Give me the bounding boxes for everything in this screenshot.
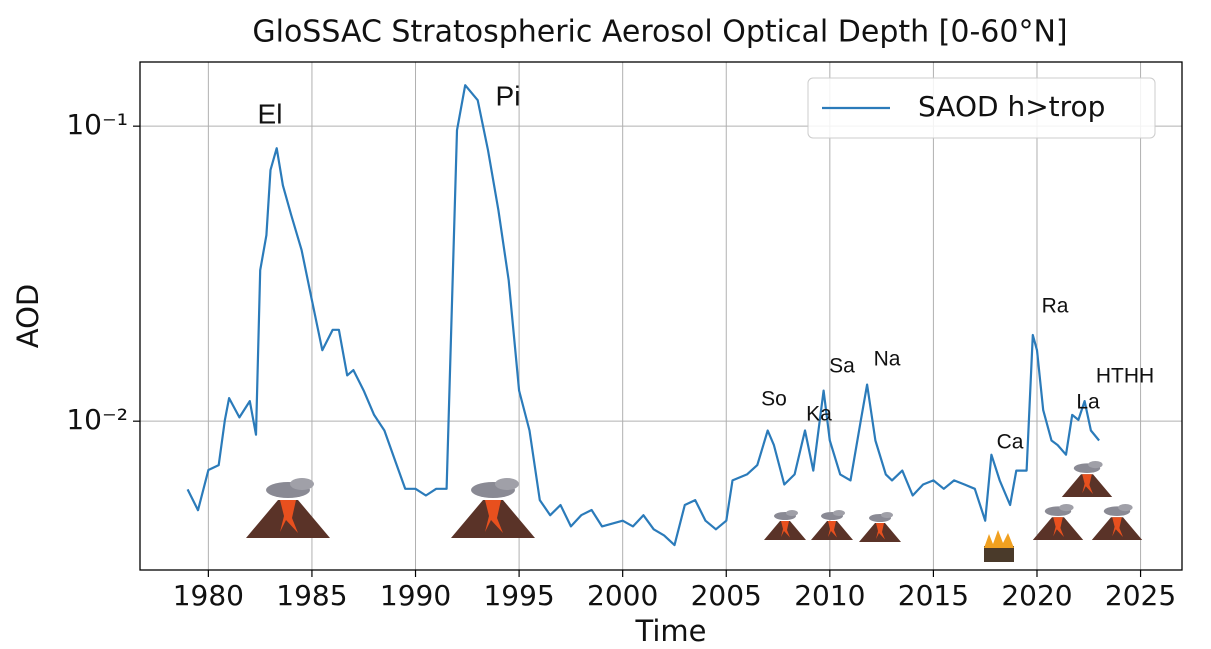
x-tick-label: 2005 bbox=[691, 579, 762, 612]
annotation: Ra bbox=[1042, 295, 1069, 318]
x-tick-label: 1995 bbox=[483, 579, 554, 612]
annotation: Ka bbox=[806, 403, 832, 426]
x-tick-label: 1980 bbox=[173, 579, 244, 612]
volcano-icon bbox=[451, 478, 535, 538]
lava bbox=[876, 523, 885, 540]
smoke bbox=[833, 510, 845, 516]
x-tick-label: 2010 bbox=[794, 579, 865, 612]
y-tick-label: 10⁻² bbox=[66, 403, 128, 436]
volcano-icon bbox=[764, 510, 806, 540]
lava bbox=[485, 500, 503, 533]
fire-base bbox=[984, 546, 1014, 562]
lava bbox=[781, 521, 790, 538]
y-axis-label: AOD bbox=[11, 284, 45, 349]
plot-frame bbox=[139, 61, 1183, 571]
smoke bbox=[881, 512, 893, 518]
smoke bbox=[786, 510, 798, 516]
fire-icon bbox=[984, 530, 1014, 562]
volcano-icon bbox=[1032, 504, 1084, 540]
annotation: So bbox=[761, 388, 787, 411]
x-tick-label: 1985 bbox=[276, 579, 347, 612]
volcano-icon bbox=[246, 478, 330, 538]
x-tick-label: 2020 bbox=[1001, 579, 1072, 612]
x-tick-label: 2000 bbox=[587, 579, 658, 612]
lava bbox=[828, 521, 837, 538]
y-tick-label: 10⁻¹ bbox=[66, 108, 128, 141]
annotation: El bbox=[258, 98, 283, 129]
annotation: Sa bbox=[829, 355, 855, 378]
smoke bbox=[1118, 504, 1133, 512]
lava bbox=[1053, 517, 1064, 537]
smoke bbox=[1059, 504, 1074, 512]
x-tick-label: 1990 bbox=[380, 579, 451, 612]
annotation: La bbox=[1076, 391, 1100, 414]
volcano-icon bbox=[1091, 504, 1143, 540]
legend-label: SAOD h>trop bbox=[918, 90, 1105, 123]
smoke bbox=[495, 478, 519, 490]
chart-title: GloSSAC Stratospheric Aerosol Optical De… bbox=[252, 15, 1067, 50]
annotation: HTHH bbox=[1096, 365, 1154, 388]
smoke bbox=[290, 478, 314, 490]
x-axis-label: Time bbox=[635, 614, 707, 648]
data-line bbox=[186, 84, 1100, 547]
volcano-icon bbox=[859, 512, 901, 542]
x-tick-label: 2025 bbox=[1105, 579, 1176, 612]
x-tick-label: 2015 bbox=[898, 579, 969, 612]
annotation: Pi bbox=[496, 80, 521, 111]
smoke bbox=[1088, 461, 1103, 469]
volcano-icon bbox=[811, 510, 853, 540]
legend-box bbox=[807, 77, 1156, 139]
lava bbox=[1082, 474, 1093, 494]
annotation: Na bbox=[874, 348, 901, 371]
volcano-icon bbox=[1061, 461, 1113, 497]
lava bbox=[280, 500, 298, 533]
lava bbox=[1112, 517, 1123, 537]
annotation: Ca bbox=[997, 431, 1024, 454]
flames bbox=[984, 530, 1014, 548]
